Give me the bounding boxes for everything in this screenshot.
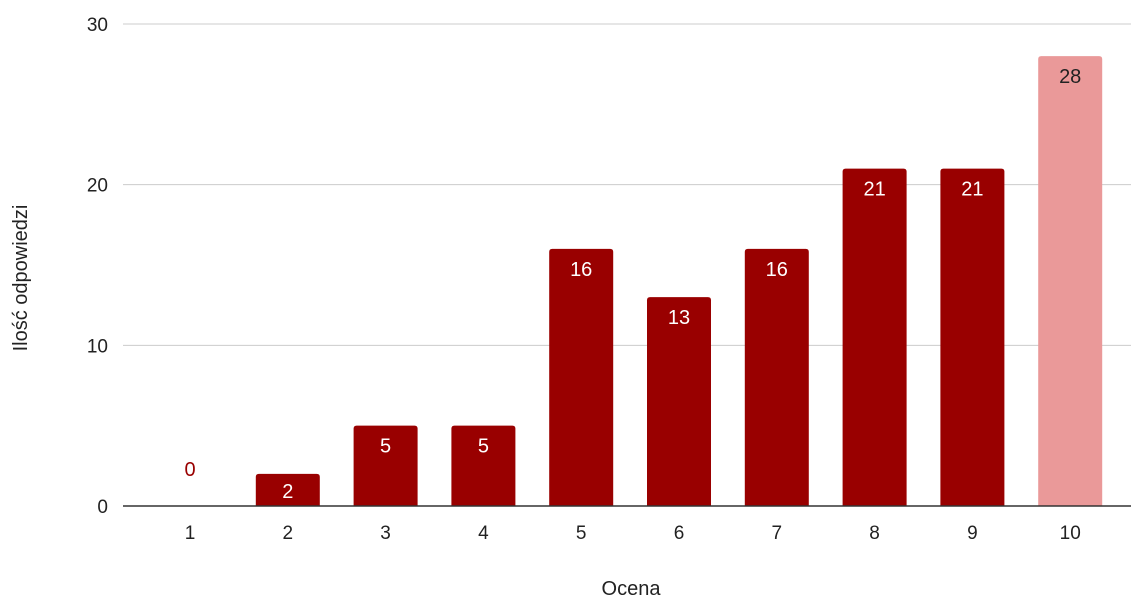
x-tick-label: 3 [380,523,391,544]
y-tick-label: 30 [87,15,108,36]
bar [451,425,516,506]
data-label: 28 [1059,66,1081,88]
y-tick-label: 20 [87,176,108,197]
x-tick-label: 6 [674,523,685,544]
bar [1038,56,1103,507]
bar [353,425,418,506]
bar [549,248,614,506]
x-tick-label: 4 [478,523,489,544]
y-axis-ticks: 0 10 20 30 [87,15,108,518]
bar [255,473,320,506]
data-label: 21 [863,179,885,201]
x-tick-label: 5 [576,523,587,544]
bar [647,297,711,506]
x-axis-ticks: 1 2 3 4 5 6 7 8 9 10 [185,523,1081,544]
bars [255,56,1103,507]
y-tick-label: 0 [97,497,108,518]
data-label: 5 [478,436,489,458]
data-label: 0 [184,459,195,481]
data-label: 16 [570,259,592,281]
x-tick-label: 1 [185,523,196,544]
x-axis-title: Ocena [602,578,662,598]
x-tick-label: 8 [869,523,880,544]
y-axis-title: Ilość odpowiedzi [10,205,32,352]
x-tick-label: 9 [967,523,978,544]
x-tick-label: 2 [283,523,294,544]
data-label: 13 [668,307,690,329]
data-label: 2 [282,481,293,503]
y-tick-label: 10 [87,336,108,357]
bar [744,248,809,506]
data-label: 5 [380,436,391,458]
data-label: 21 [961,179,983,201]
x-tick-label: 7 [772,523,783,544]
data-labels: 0 2 5 5 16 13 16 21 21 28 [184,66,1081,503]
bar [842,168,907,506]
x-tick-label: 10 [1060,523,1081,544]
data-label: 16 [766,259,788,281]
bar [940,168,1005,506]
